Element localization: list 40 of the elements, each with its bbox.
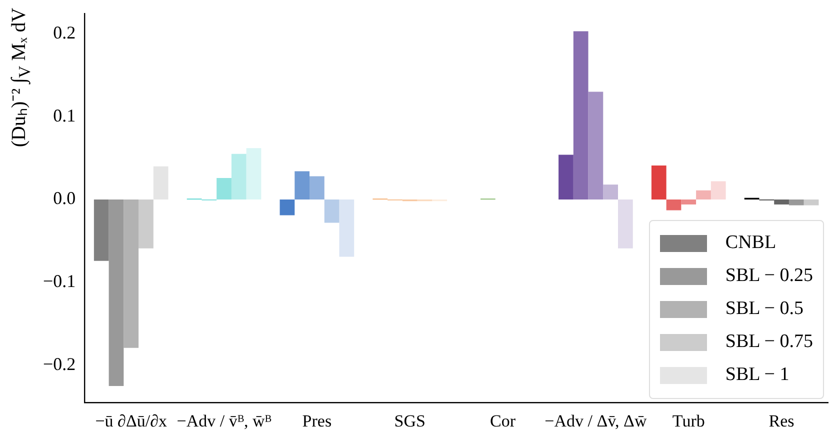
legend-label: SBL − 0.75 [725,331,813,354]
x-tick-label: −Adv / v̄ᴮ, w̄ᴮ [176,411,272,430]
y-tick-label: 0.2 [53,22,76,42]
bar [280,199,295,216]
bar [216,178,232,200]
legend-label: SBL − 1 [725,364,790,386]
x-tick-label: Turb [672,411,705,430]
legend-label: SBL − 0.25 [725,265,813,288]
bar [94,199,109,261]
bar [696,190,711,200]
bar [246,148,262,200]
bar [294,171,310,200]
y-tick-label: 0.0 [53,188,76,208]
x-tick-label: Res [768,411,794,430]
legend-label: SBL − 0.5 [725,298,804,320]
bar [618,199,633,248]
x-tick-label: Cor [490,411,516,430]
bar [324,199,340,223]
bar [231,154,246,200]
x-tick-label: −ū ∂Δū/∂x [95,411,168,430]
y-tick-label: −0.1 [42,271,76,292]
bar [681,199,696,204]
x-tick-label: −Adv / Δv̄, Δw̄ [544,411,648,430]
bar [153,166,168,200]
bar [124,199,139,348]
x-tick-label: Pres [302,411,332,430]
bar [774,199,789,204]
bar [666,199,682,210]
bar [651,166,666,200]
legend-label: CNBL [725,232,776,254]
bar [710,181,726,200]
bar [310,176,324,200]
bar [573,31,588,200]
bar [588,92,604,200]
bar [603,184,618,200]
y-tick-label: 0.1 [53,105,76,126]
y-tick-label: −0.2 [42,354,76,374]
bar [339,199,354,257]
x-tick-label: SGS [394,411,426,430]
bar [558,154,574,200]
